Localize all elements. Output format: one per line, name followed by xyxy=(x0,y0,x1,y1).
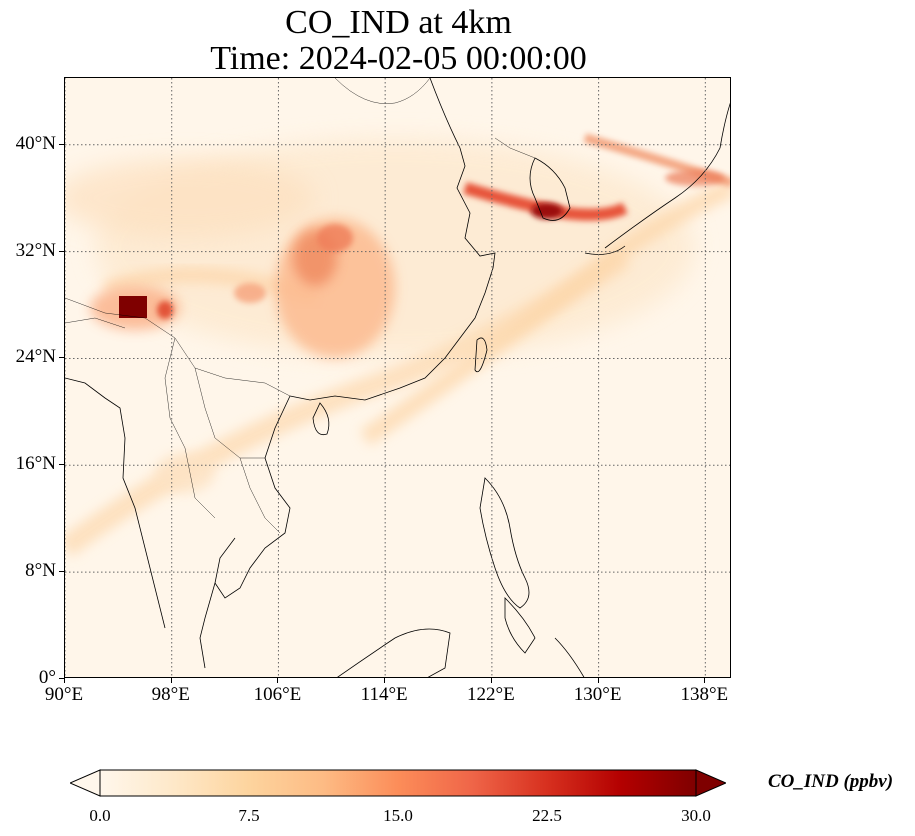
x-tick-label: 130°E xyxy=(573,684,622,705)
northwest-plume-field xyxy=(65,158,315,238)
colorbar-extend-min xyxy=(70,769,101,797)
gridline-layer xyxy=(65,78,730,677)
colorbar xyxy=(70,769,726,797)
x-tick-label: 98°E xyxy=(151,684,190,705)
co-field-layer xyxy=(65,78,730,677)
y-tick-label: 8°N xyxy=(25,560,56,582)
y-tick-mark xyxy=(59,250,64,252)
borneo-coast xyxy=(337,628,451,677)
laos-border xyxy=(194,367,265,459)
x-tick-mark xyxy=(170,678,172,683)
colorbar-label: CO_IND (ppbv) xyxy=(768,771,894,792)
bhutan-east-spot xyxy=(157,301,173,319)
y-tick-mark xyxy=(59,357,64,359)
japan-coast xyxy=(604,102,730,249)
x-tick-label: 90°E xyxy=(44,684,84,705)
korea-peninsula xyxy=(529,157,571,221)
colorbar-gradient xyxy=(99,769,697,797)
china-coastline xyxy=(289,78,496,401)
colorbar-tick-label: 30.0 xyxy=(681,806,711,825)
x-tick-label: 138°E xyxy=(680,684,729,705)
colorbar-tick-label: 22.5 xyxy=(532,806,562,825)
hainan-island xyxy=(312,402,330,436)
japan-sea-core xyxy=(665,170,725,186)
map-subtitle-time: Time: 2024-02-05 00:00:00 xyxy=(210,40,587,77)
y-tick-mark xyxy=(59,143,64,145)
kyushu-coast xyxy=(584,245,626,255)
himalaya-border xyxy=(65,317,126,329)
colorbar-extend-max xyxy=(695,769,726,797)
sichuan-west-spot xyxy=(234,283,266,303)
map-panel xyxy=(64,77,731,678)
colorbar-tick-label: 15.0 xyxy=(383,806,413,825)
colorbar-tick-label: 7.5 xyxy=(238,806,260,825)
mongolia-border xyxy=(334,78,431,104)
y-tick-label: 40°N xyxy=(15,132,56,154)
indochina-field xyxy=(155,453,215,493)
y-tick-label: 32°N xyxy=(15,239,56,261)
sulawesi-coast xyxy=(554,637,585,677)
y-tick-label: 16°N xyxy=(15,453,56,475)
x-tick-label: 106°E xyxy=(253,684,302,705)
x-tick-label: 114°E xyxy=(360,684,408,705)
x-tick-mark xyxy=(704,678,706,683)
korea-border xyxy=(494,137,536,159)
x-tick-label: 122°E xyxy=(467,684,515,705)
border-layer xyxy=(65,78,536,534)
colorbar-tick-label: 0.0 xyxy=(89,806,111,825)
cambodia-border xyxy=(239,457,281,534)
y-tick-mark xyxy=(59,464,64,466)
sichuan-core-north xyxy=(317,224,353,252)
china-southwest-border xyxy=(65,297,291,397)
y-tick-label: 0° xyxy=(38,667,56,688)
malay-peninsula xyxy=(199,582,216,669)
myanmar-coast xyxy=(65,377,166,629)
x-tick-mark xyxy=(64,678,65,683)
korea-hotspot xyxy=(531,203,563,219)
bhutan-hotspot xyxy=(119,296,147,318)
x-tick-mark xyxy=(597,678,599,683)
x-tick-mark xyxy=(277,678,279,683)
map-canvas xyxy=(65,78,730,677)
coastline-layer xyxy=(65,78,730,677)
philippines-luzon xyxy=(479,477,530,609)
y-tick-mark xyxy=(59,678,64,679)
y-tick-label: 24°N xyxy=(15,346,56,368)
map-title: CO_IND at 4km xyxy=(285,4,512,41)
x-tick-mark xyxy=(384,678,386,683)
x-tick-mark xyxy=(490,678,492,683)
thailand-border xyxy=(164,337,216,519)
taiwan-island xyxy=(474,337,488,373)
philippines-mindanao xyxy=(504,597,536,654)
pacific-outflow-band xyxy=(360,179,730,446)
y-tick-mark xyxy=(59,571,64,573)
